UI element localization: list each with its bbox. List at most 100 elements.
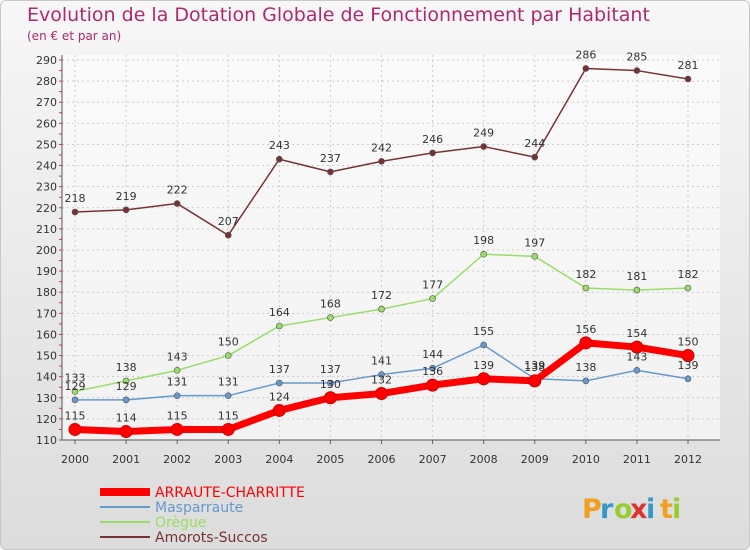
data-label-amorots-succos: 285	[626, 51, 647, 64]
data-label-amorots-succos: 244	[524, 137, 545, 150]
data-label-masparraute: 129	[116, 380, 137, 393]
x-tick-label: 2008	[470, 453, 498, 466]
data-label-arraute-charritte: 114	[116, 412, 137, 425]
brand-logo-letter: i	[646, 494, 655, 525]
data-point-arraute-charritte	[426, 378, 440, 392]
data-label-amorots-succos: 243	[269, 139, 290, 152]
data-label-or-gue: 133	[65, 371, 86, 384]
data-point-arraute-charritte	[272, 403, 286, 417]
data-point-arraute-charritte	[221, 422, 235, 436]
y-tick-label: 170	[36, 307, 57, 320]
data-point-masparraute	[173, 392, 181, 399]
data-point-or-gue	[684, 284, 692, 292]
data-point-masparraute	[633, 367, 641, 374]
chart-title: Evolution de la Dotation Globale de Fonc…	[27, 4, 650, 26]
data-label-arraute-charritte: 150	[678, 336, 699, 349]
legend-label-masparraute: Masparraute	[155, 500, 243, 516]
data-point-amorots-succos	[378, 158, 385, 165]
data-label-masparraute: 137	[320, 363, 341, 376]
data-point-masparraute	[582, 377, 590, 385]
y-tick-label: 110	[36, 434, 57, 447]
y-tick-label: 160	[36, 328, 57, 341]
data-label-amorots-succos: 286	[575, 48, 596, 61]
data-label-or-gue: 143	[167, 350, 188, 363]
x-tick-label: 2004	[265, 453, 293, 466]
data-label-amorots-succos: 246	[422, 133, 443, 146]
data-point-amorots-succos	[429, 149, 436, 157]
data-label-or-gue: 198	[473, 234, 494, 247]
x-tick-label: 2007	[419, 453, 447, 466]
data-label-arraute-charritte: 124	[269, 390, 290, 403]
data-point-arraute-charritte	[170, 422, 184, 436]
data-label-arraute-charritte: 136	[422, 365, 443, 378]
data-label-masparraute: 137	[269, 363, 290, 376]
data-label-or-gue: 138	[116, 361, 137, 374]
data-label-arraute-charritte: 115	[218, 409, 239, 422]
data-point-amorots-succos	[173, 200, 181, 207]
brand-logo-letter: i	[672, 494, 681, 525]
data-point-amorots-succos	[531, 153, 539, 161]
legend-label-arraute-charritte: ARRAUTE-CHARRITTE	[155, 485, 305, 501]
data-point-masparraute	[122, 396, 130, 404]
y-tick-label: 230	[36, 181, 57, 194]
y-tick-label: 120	[36, 413, 57, 426]
x-tick-label: 2011	[623, 453, 651, 466]
data-label-masparraute: 144	[422, 348, 443, 361]
data-point-masparraute	[480, 341, 487, 349]
brand-logo-letter: t	[660, 494, 673, 525]
data-label-or-gue: 182	[678, 268, 699, 281]
x-tick-label: 2010	[572, 453, 600, 466]
y-tick-label: 180	[36, 286, 57, 299]
data-point-amorots-succos	[480, 143, 487, 150]
x-tick-label: 2002	[163, 453, 191, 466]
data-point-or-gue	[378, 305, 385, 313]
brand-logo-letter: x	[630, 494, 647, 525]
data-label-or-gue: 181	[626, 270, 647, 283]
data-label-masparraute: 141	[371, 355, 392, 368]
data-label-masparraute: 139	[678, 359, 699, 372]
data-label-arraute-charritte: 138	[524, 361, 545, 374]
data-point-arraute-charritte	[119, 425, 133, 439]
data-point-masparraute	[684, 375, 692, 383]
data-point-arraute-charritte	[68, 422, 82, 436]
data-point-arraute-charritte	[375, 387, 388, 401]
data-point-masparraute	[378, 371, 385, 378]
data-point-amorots-succos	[327, 168, 334, 176]
data-point-or-gue	[122, 377, 130, 385]
data-label-or-gue: 168	[320, 298, 341, 311]
x-tick-label: 2006	[368, 453, 396, 466]
x-tick-label: 2009	[521, 453, 549, 466]
data-point-or-gue	[71, 388, 79, 395]
data-point-arraute-charritte	[477, 372, 491, 386]
data-point-arraute-charritte	[579, 336, 593, 350]
y-tick-label: 240	[36, 160, 57, 173]
y-tick-label: 250	[36, 138, 57, 151]
x-tick-label: 2000	[61, 453, 89, 466]
data-point-amorots-succos	[582, 65, 590, 72]
data-label-amorots-succos: 249	[473, 127, 494, 140]
data-point-arraute-charritte	[323, 391, 337, 405]
y-tick-label: 220	[36, 202, 57, 215]
data-label-arraute-charritte: 115	[65, 409, 86, 422]
y-tick-label: 190	[36, 265, 57, 278]
data-point-amorots-succos	[684, 75, 692, 83]
data-label-amorots-succos: 222	[167, 184, 188, 197]
data-label-or-gue: 172	[371, 289, 392, 302]
data-label-arraute-charritte: 154	[626, 327, 647, 340]
data-label-masparraute: 155	[473, 325, 494, 338]
data-point-or-gue	[531, 253, 539, 260]
data-label-amorots-succos: 207	[218, 215, 239, 228]
data-label-amorots-succos: 237	[320, 152, 341, 165]
data-point-or-gue	[633, 286, 641, 294]
brand-logo-letter: P	[582, 494, 602, 525]
data-point-or-gue	[429, 295, 436, 302]
data-label-masparraute: 143	[626, 350, 647, 363]
data-point-or-gue	[480, 250, 487, 258]
data-point-amorots-succos	[224, 231, 232, 239]
data-point-amorots-succos	[633, 67, 641, 74]
data-label-masparraute: 131	[218, 376, 239, 389]
data-point-masparraute	[327, 379, 334, 387]
data-label-arraute-charritte: 139	[473, 359, 494, 372]
data-point-masparraute	[429, 364, 436, 372]
legend-label-amorots-succos: Amorots-Succos	[155, 530, 268, 546]
